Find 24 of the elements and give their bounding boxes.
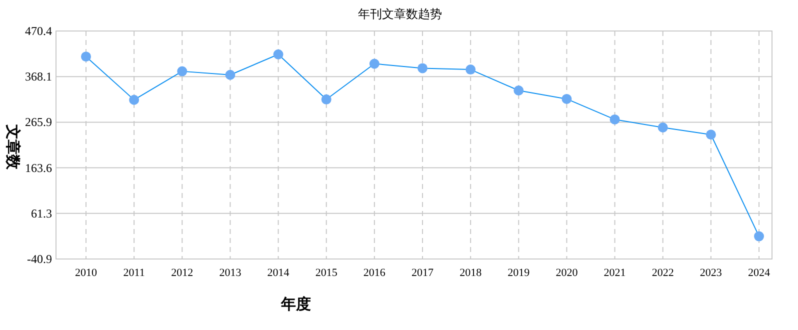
x-tick-label: 2023 <box>700 267 722 279</box>
x-tick-label: 2018 <box>460 267 482 279</box>
x-tick-label: 2017 <box>412 267 434 279</box>
x-tick-label: 2020 <box>556 267 578 279</box>
x-tick-label: 2024 <box>748 267 770 279</box>
x-tick-label: 2014 <box>267 267 290 279</box>
y-tick-label: 163.6 <box>25 160 52 175</box>
y-tick-label: 61.3 <box>31 206 52 220</box>
x-axis-title: 年度 <box>280 295 311 313</box>
x-tick-label: 2013 <box>219 267 242 279</box>
x-tick-label: 2016 <box>363 267 386 279</box>
y-tick-label: 368.1 <box>25 70 52 84</box>
chart-title: 年刊文章数趋势 <box>358 7 442 21</box>
x-tick-label: 2012 <box>171 267 194 279</box>
x-tick-label: 2011 <box>123 267 145 279</box>
y-axis-title: 文章数 <box>4 124 22 170</box>
x-tick-label: 2010 <box>75 267 98 279</box>
x-tick-label: 2019 <box>508 267 530 279</box>
x-tick-label: 2015 <box>315 267 338 279</box>
y-tick-label: 265.9 <box>25 115 52 130</box>
y-tick-label: -40.9 <box>27 252 52 266</box>
y-tick-label: 470.4 <box>25 24 52 38</box>
x-tick-label: 2022 <box>652 267 674 279</box>
x-tick-label: 2021 <box>604 267 626 279</box>
